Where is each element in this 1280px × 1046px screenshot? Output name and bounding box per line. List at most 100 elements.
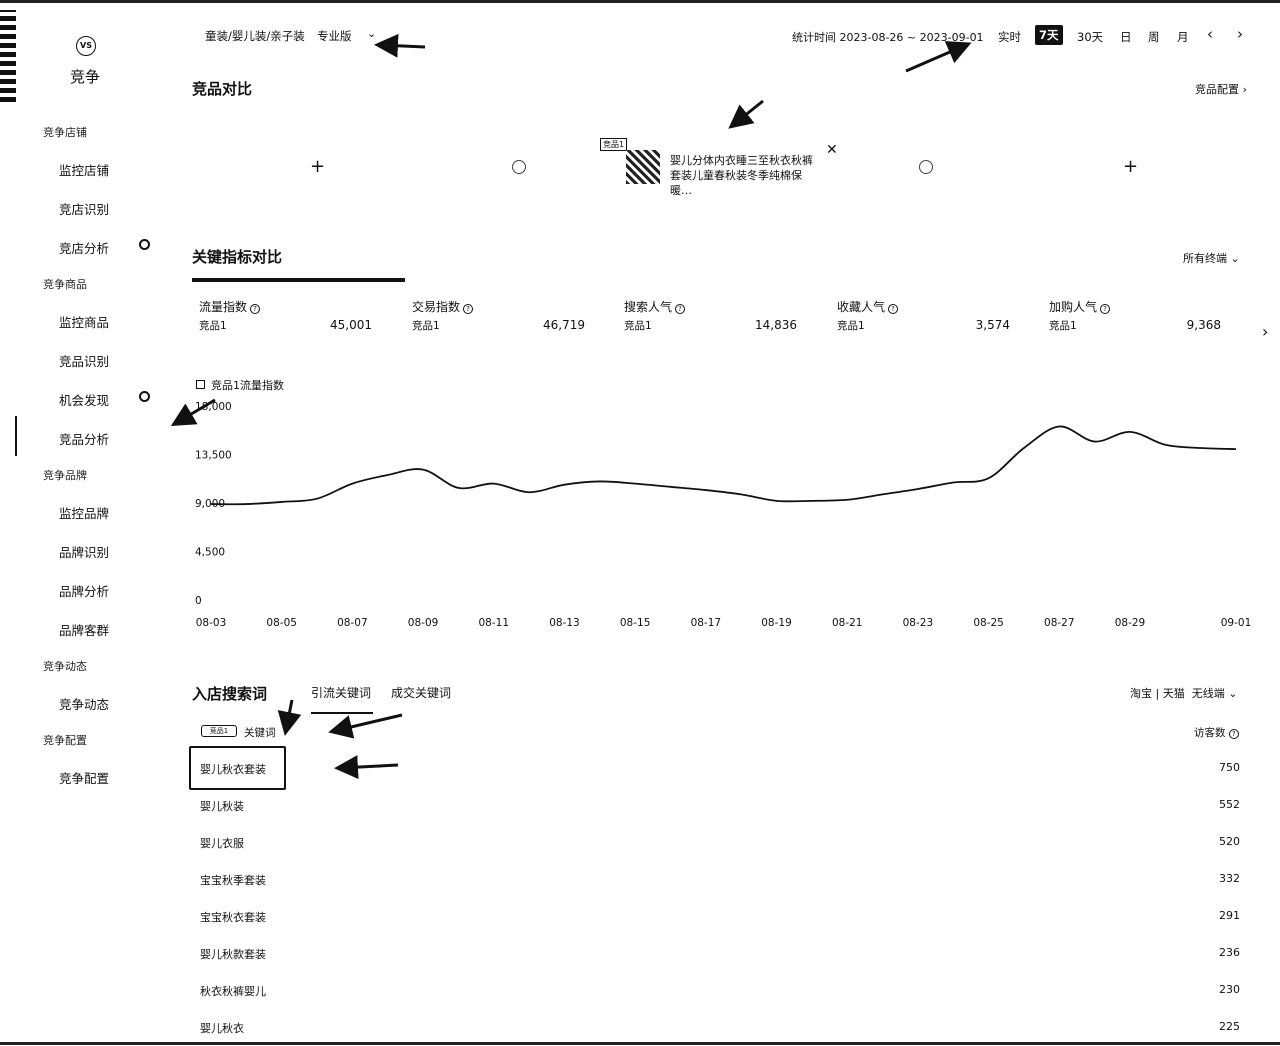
sidebar-item-brand-analysis[interactable]: 品牌分析 (59, 584, 110, 599)
help-icon[interactable]: ? (463, 304, 474, 314)
add-competitor-icon[interactable]: + (1123, 156, 1139, 177)
sidebar-item-monitor-shops[interactable]: 监控店铺 (59, 163, 110, 178)
keyword-row-label[interactable]: 婴儿秋衣 (200, 1022, 244, 1035)
chart-legend[interactable]: 竞品1流量指数 (196, 377, 284, 393)
keyword-row-label[interactable]: 秋衣秋裤婴儿 (200, 985, 266, 998)
data-point[interactable] (346, 478, 358, 490)
sidebar-item-dynamics[interactable]: 竞争动态 (59, 697, 110, 712)
help-icon[interactable]: ? (250, 304, 261, 314)
metric-value: 14,836 (755, 318, 797, 332)
y-tick-label: 4,500 (195, 547, 225, 559)
metric-card[interactable]: 搜索人气? 竞品1 14,836 (624, 298, 814, 333)
help-icon[interactable]: ? (675, 304, 686, 314)
edition-select[interactable]: 专业版 (317, 29, 352, 43)
sidebar-item-product-identify[interactable]: 竞品识别 (59, 354, 110, 369)
metric-label: 交易指数 (412, 300, 461, 314)
data-point[interactable] (735, 488, 747, 500)
sidebar-item-config[interactable]: 竞争配置 (59, 771, 110, 786)
window-bottom-border (0, 1042, 1280, 1045)
data-point[interactable] (983, 472, 995, 484)
data-point[interactable] (771, 495, 783, 507)
data-point[interactable] (417, 464, 429, 476)
help-icon[interactable]: ? (1228, 729, 1239, 739)
terminal-select[interactable]: 无线端 (1191, 687, 1225, 700)
data-point[interactable] (594, 475, 606, 487)
x-tick-label: 08-27 (1044, 617, 1075, 629)
sidebar-item-monitor-brands[interactable]: 监控品牌 (59, 506, 110, 521)
tab-30days[interactable]: 30天 (1077, 30, 1104, 44)
metric-card[interactable]: 加购人气? 竞品1 9,368 (1049, 298, 1239, 333)
data-point[interactable] (276, 496, 288, 508)
compare-config-link[interactable]: 竞品配置 › (1195, 83, 1247, 96)
keyword-row-label[interactable]: 宝宝秋衣套装 (200, 911, 266, 924)
close-icon[interactable]: ✕ (826, 142, 838, 158)
sidebar-item-brand-audience[interactable]: 品牌客群 (59, 623, 110, 638)
data-point[interactable] (629, 478, 641, 490)
data-point[interactable] (664, 481, 676, 493)
data-point[interactable] (523, 486, 535, 498)
keyword-row-label[interactable]: 婴儿秋衣套装 (200, 763, 266, 776)
sidebar-item-monitor-products[interactable]: 监控商品 (59, 315, 110, 330)
tab-day[interactable]: 日 (1120, 30, 1132, 44)
sidebar-item-brand-identify[interactable]: 品牌识别 (59, 545, 110, 560)
metric-card[interactable]: 收藏人气? 竞品1 3,574 (837, 298, 1027, 333)
active-indicator (15, 416, 17, 456)
keyword-row-label[interactable]: 婴儿秋款套装 (200, 948, 266, 961)
chevron-right-icon[interactable]: › (1262, 322, 1269, 341)
data-point[interactable] (1053, 420, 1065, 432)
tab-realtime[interactable]: 实时 (998, 30, 1021, 44)
sidebar-item-shop-identify[interactable]: 竞店识别 (59, 202, 110, 217)
slot-circle-icon[interactable] (512, 160, 526, 174)
sidebar-item-shop-analysis[interactable]: 竞店分析 (59, 241, 110, 256)
tab-traffic-keywords[interactable]: 引流关键词 (311, 686, 372, 700)
data-point[interactable] (841, 494, 853, 506)
column-visitors: 访客数 ? (1194, 725, 1239, 740)
data-point[interactable] (806, 495, 818, 507)
tab-week[interactable]: 周 (1148, 30, 1160, 44)
next-icon[interactable]: › (1237, 25, 1243, 43)
source-select[interactable]: 淘宝 | 天猫 无线端 ⌄ (1130, 687, 1238, 700)
help-icon[interactable]: ? (888, 304, 899, 314)
sidebar-item-product-analysis[interactable]: 竞品分析 (59, 432, 110, 447)
slot-circle-icon[interactable] (919, 160, 933, 174)
data-point[interactable] (947, 477, 959, 489)
metric-card[interactable]: 交易指数? 竞品1 46,719 (412, 298, 602, 333)
tab-month[interactable]: 月 (1177, 30, 1189, 44)
tab-deal-keywords[interactable]: 成交关键词 (391, 686, 452, 700)
data-point[interactable] (1018, 442, 1030, 454)
help-icon[interactable]: ? (1100, 304, 1111, 314)
sidebar: VS 竞争 竞争店铺 监控店铺 竞店识别 竞店分析 竞争商品 监控商品 竞品识别… (0, 0, 170, 1046)
data-point[interactable] (558, 479, 570, 491)
add-competitor-icon[interactable]: + (310, 156, 326, 177)
data-point[interactable] (205, 498, 217, 510)
category-breadcrumb[interactable]: 童装/婴儿装/亲子装 (205, 29, 305, 43)
data-point[interactable] (382, 469, 394, 481)
data-point[interactable] (1195, 442, 1207, 454)
keyword-row-label[interactable]: 婴儿衣服 (200, 837, 244, 850)
data-point[interactable] (1089, 436, 1101, 448)
data-point[interactable] (1159, 439, 1171, 451)
keyword-row-label[interactable]: 宝宝秋季套装 (200, 874, 266, 887)
metric-card[interactable]: 流量指数? 竞品1 45,001 (199, 298, 389, 333)
terminal-filter[interactable]: 所有终端 ⌄ (1183, 252, 1240, 265)
y-tick-label: 0 (195, 595, 202, 607)
chevron-down-icon[interactable]: ⌄ (367, 27, 377, 40)
data-point[interactable] (1230, 443, 1242, 455)
data-point[interactable] (1124, 426, 1136, 438)
data-point[interactable] (311, 493, 323, 505)
sidebar-item-opportunity[interactable]: 机会发现 (59, 393, 110, 408)
y-tick-label: 18,000 (195, 401, 232, 413)
data-point[interactable] (240, 498, 252, 510)
sidebar-section-dynamics: 竞争动态 (43, 660, 87, 673)
data-point[interactable] (452, 482, 464, 494)
data-point[interactable] (700, 484, 712, 496)
tab-7days[interactable]: 7天 (1035, 25, 1063, 45)
data-point[interactable] (912, 483, 924, 495)
data-point[interactable] (877, 488, 889, 500)
sidebar-section-brands: 竞争品牌 (43, 469, 87, 482)
keyword-row-label[interactable]: 婴儿秋装 (200, 800, 244, 813)
product-name[interactable]: 婴儿分体内衣睡三至秋衣秋裤套装儿童春秋装冬季纯棉保暖… (670, 154, 813, 197)
prev-icon[interactable]: ‹ (1207, 25, 1213, 43)
data-point[interactable] (488, 478, 500, 490)
vs-icon: VS (76, 36, 96, 56)
